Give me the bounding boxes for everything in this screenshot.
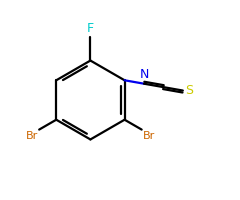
Text: N: N [139,68,149,81]
Text: Br: Br [26,131,38,141]
Text: Br: Br [143,131,155,141]
Text: S: S [185,84,193,97]
Text: F: F [87,22,94,35]
